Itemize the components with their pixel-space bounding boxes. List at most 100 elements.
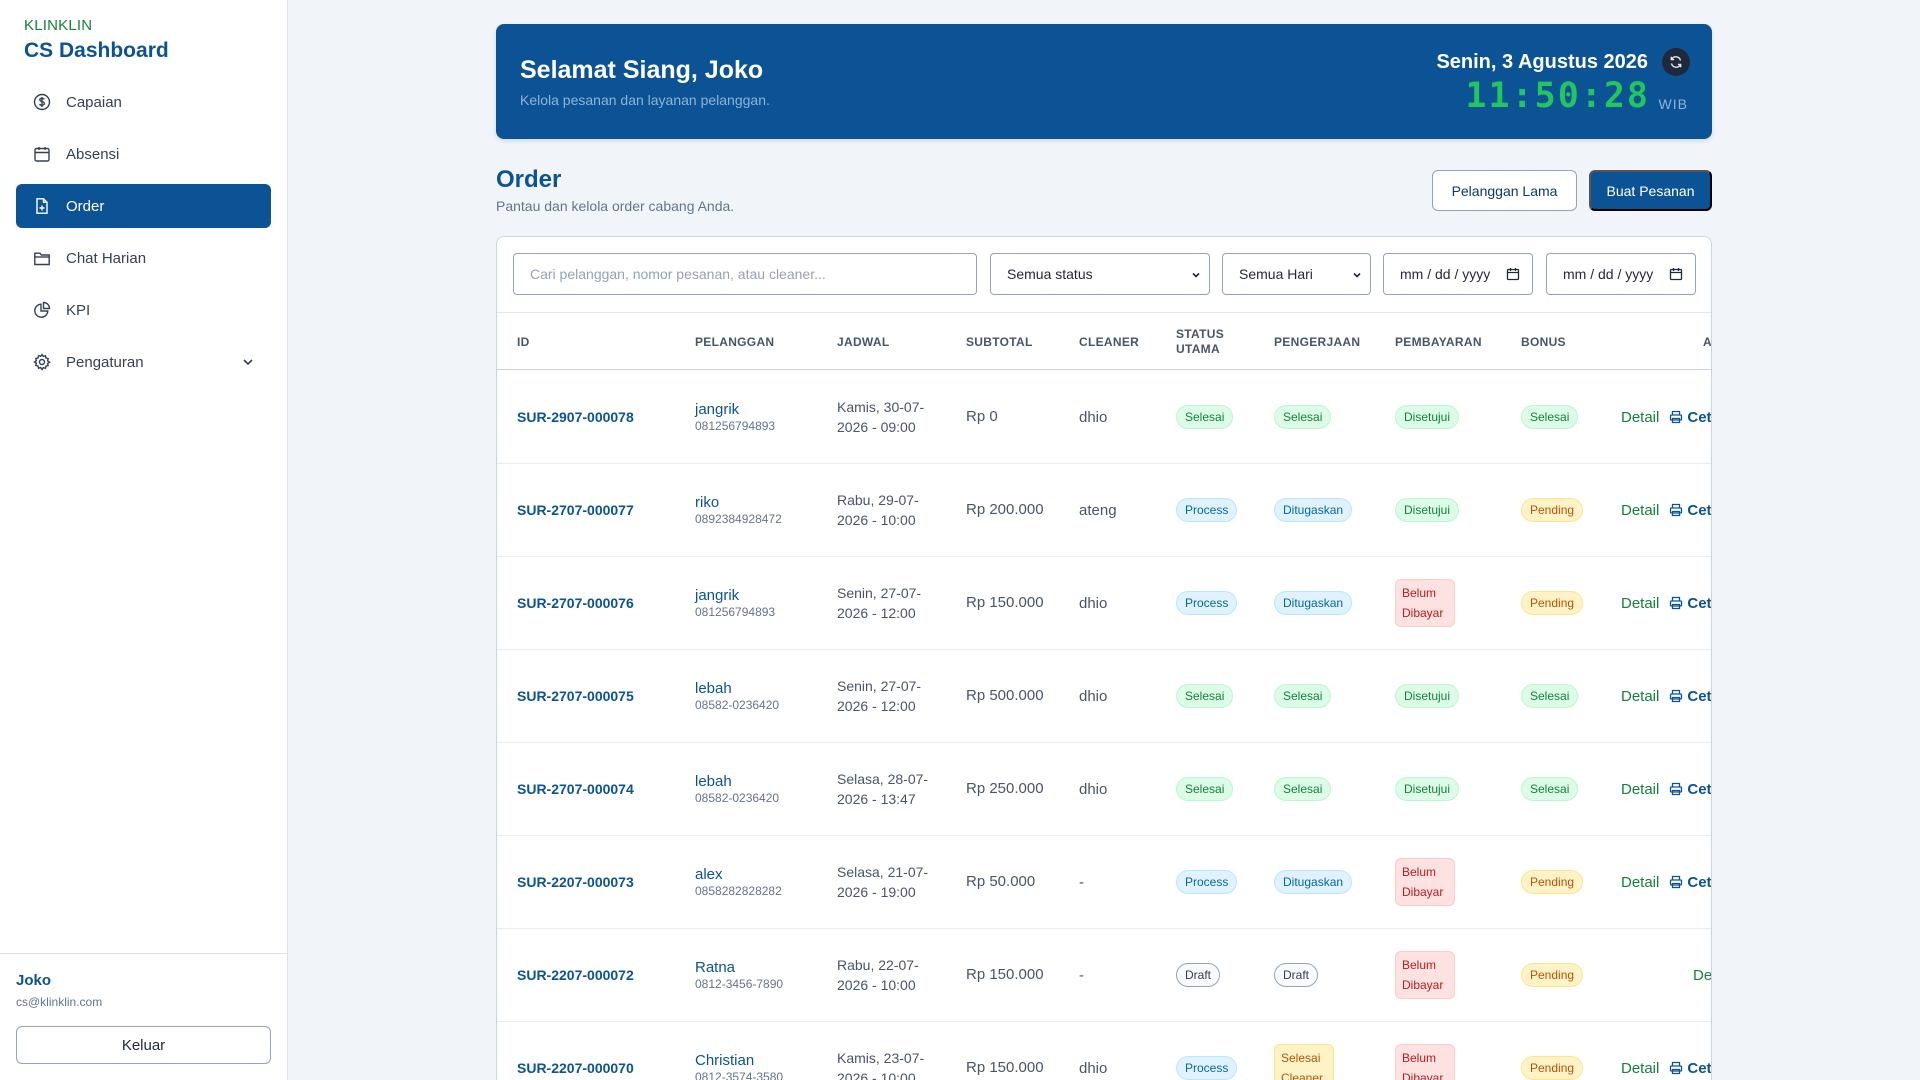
customer-phone: 08582-0236420 [695, 791, 780, 805]
detail-link[interactable]: Detail [1621, 408, 1660, 426]
customer-phone: 08582-0236420 [695, 698, 780, 712]
work-badge: Selesai [1274, 777, 1332, 801]
payment-badge: Belum Dibayar [1395, 1044, 1455, 1080]
print-button[interactable]: Cetak [1669, 780, 1712, 798]
customer-cell: Ratna 0812-3456-7890 [695, 929, 783, 1021]
detail-link[interactable]: Detail [1621, 1059, 1660, 1077]
customer-name-link[interactable]: lebah [695, 773, 732, 790]
customer-name-link[interactable]: jangrik [695, 587, 740, 604]
order-id-link[interactable]: SUR-2707-000075 [517, 688, 634, 704]
status-badge: Selesai [1176, 684, 1234, 708]
sidebar-item-chat-harian[interactable]: Chat Harian [16, 236, 271, 280]
status-cell: Selesai [1176, 371, 1234, 463]
print-button[interactable]: Cetak [1669, 408, 1712, 426]
status-select[interactable]: Semua status [990, 253, 1210, 295]
payment-cell: Belum Dibayar [1395, 1022, 1455, 1080]
action-cell: Detail Cetak [1621, 557, 1711, 649]
day-select[interactable]: Semua Hari [1222, 253, 1371, 295]
payment-cell: Disetujui [1395, 650, 1460, 742]
print-button[interactable]: Cetak [1669, 874, 1711, 891]
printer-icon [1670, 782, 1683, 796]
print-button[interactable]: Cetak [1669, 502, 1711, 519]
order-id-link[interactable]: SUR-2207-000072 [517, 967, 634, 983]
print-button[interactable]: Cetak [1669, 1059, 1712, 1077]
status-badge: Draft [1176, 963, 1221, 987]
bonus-cell: Pending [1521, 1022, 1584, 1080]
old-customer-button[interactable]: Pelanggan Lama [1432, 170, 1577, 211]
create-order-button[interactable]: Buat Pesanan [1589, 170, 1712, 211]
customer-name-link[interactable]: Christian [695, 1052, 755, 1069]
detail-link[interactable]: Detail [1621, 687, 1660, 705]
bonus-cell: Pending [1521, 929, 1584, 1021]
detail-link[interactable]: Detail [1621, 501, 1660, 519]
cleaner-cell: ateng [1079, 501, 1117, 519]
bonus-badge: Selesai [1521, 684, 1579, 708]
customer-name-link[interactable]: alex [695, 866, 723, 883]
file-plus-icon [33, 197, 51, 215]
payment-cell: Belum Dibayar [1395, 557, 1455, 649]
date-to-input[interactable]: mm / dd / yyyy [1546, 253, 1696, 295]
sidebar-item-order[interactable]: Order [16, 184, 271, 228]
order-id-link[interactable]: SUR-2707-000077 [517, 502, 634, 518]
logout-button[interactable]: Keluar [16, 1026, 271, 1064]
print-label: Cetak [1687, 408, 1712, 426]
calendar-icon [33, 145, 51, 163]
calendar-icon[interactable] [1669, 267, 1683, 281]
payment-cell: Disetujui [1395, 371, 1460, 463]
subtotal-cell: Rp 0 [966, 408, 998, 425]
status-badge: Process [1176, 498, 1238, 522]
greeting-banner: Selamat Siang, Joko Kelola pesanan dan l… [496, 24, 1712, 139]
order-id-link[interactable]: SUR-2707-000076 [517, 595, 634, 611]
payment-cell: Disetujui [1395, 743, 1460, 835]
cleaner-cell: dhio [1079, 1059, 1108, 1077]
status-badge: Selesai [1176, 777, 1234, 801]
order-id-link[interactable]: SUR-2707-000074 [517, 781, 634, 797]
chevron-down-icon[interactable] [239, 353, 257, 371]
status-cell: Draft [1176, 929, 1221, 1021]
detail-link[interactable]: Detail [1621, 873, 1660, 891]
bonus-badge: Pending [1521, 870, 1584, 894]
print-label: Cetak [1687, 780, 1712, 798]
print-label: Cetak [1687, 1059, 1712, 1077]
refresh-button[interactable] [1662, 48, 1690, 76]
sidebar-item-kpi[interactable]: KPI [16, 288, 271, 332]
customer-cell: lebah 08582-0236420 [695, 743, 779, 835]
date-from-input[interactable]: mm / dd / yyyy [1383, 253, 1533, 295]
order-id-link[interactable]: SUR-2907-000078 [517, 409, 634, 425]
bonus-badge: Pending [1521, 963, 1584, 987]
customer-name-link[interactable]: lebah [695, 680, 732, 697]
sidebar-nav: Capaian Absensi Order Chat Harian KPI [16, 80, 271, 392]
printer-icon [1670, 1061, 1683, 1075]
payment-badge: Disetujui [1395, 777, 1460, 801]
bonus-cell: Selesai [1521, 743, 1579, 835]
order-id-link[interactable]: SUR-2207-000070 [517, 1060, 634, 1076]
action-cell: Detail Cetak [1621, 1022, 1712, 1080]
calendar-icon[interactable] [1506, 267, 1520, 281]
sidebar-item-pengaturan[interactable]: Pengaturan [16, 340, 271, 384]
customer-name-link[interactable]: Ratna [695, 959, 736, 976]
order-id-link[interactable]: SUR-2207-000073 [517, 874, 634, 890]
schedule-cell: Rabu, 29-07-2026 - 10:00 [837, 492, 919, 528]
sidebar-item-capaian[interactable]: Capaian [16, 80, 271, 124]
search-input[interactable]: Cari pelanggan, nomor pesanan, atau clea… [513, 253, 977, 295]
payment-badge: Belum Dibayar [1395, 951, 1455, 999]
detail-link[interactable]: Detail [1621, 780, 1660, 798]
detail-link[interactable]: Detail [1621, 594, 1660, 612]
bonus-badge: Pending [1521, 498, 1584, 522]
chevron-down-icon [1353, 272, 1361, 278]
detail-link[interactable]: Detail [1693, 966, 1712, 984]
customer-name-link[interactable]: jangrik [695, 401, 740, 418]
action-cell: Detail Cetak [1621, 464, 1711, 556]
schedule-cell: Selasa, 28-07-2026 - 13:47 [837, 771, 929, 807]
bonus-cell: Selesai [1521, 650, 1579, 742]
print-button[interactable]: Cetak [1669, 688, 1711, 705]
table-header: ID PELANGGAN JADWAL SUBTOTAL CLEANER STA… [497, 312, 1711, 370]
payment-badge: Belum Dibayar [1395, 858, 1455, 906]
customer-name-link[interactable]: riko [695, 494, 720, 511]
subtotal-cell: Rp 200.000 [966, 501, 1044, 518]
sidebar-item-label: KPI [66, 301, 91, 319]
sidebar-item-absensi[interactable]: Absensi [16, 132, 271, 176]
bonus-badge: Pending [1521, 1056, 1584, 1080]
cleaner-cell: dhio [1079, 780, 1108, 798]
print-button[interactable]: Cetak [1669, 595, 1711, 612]
